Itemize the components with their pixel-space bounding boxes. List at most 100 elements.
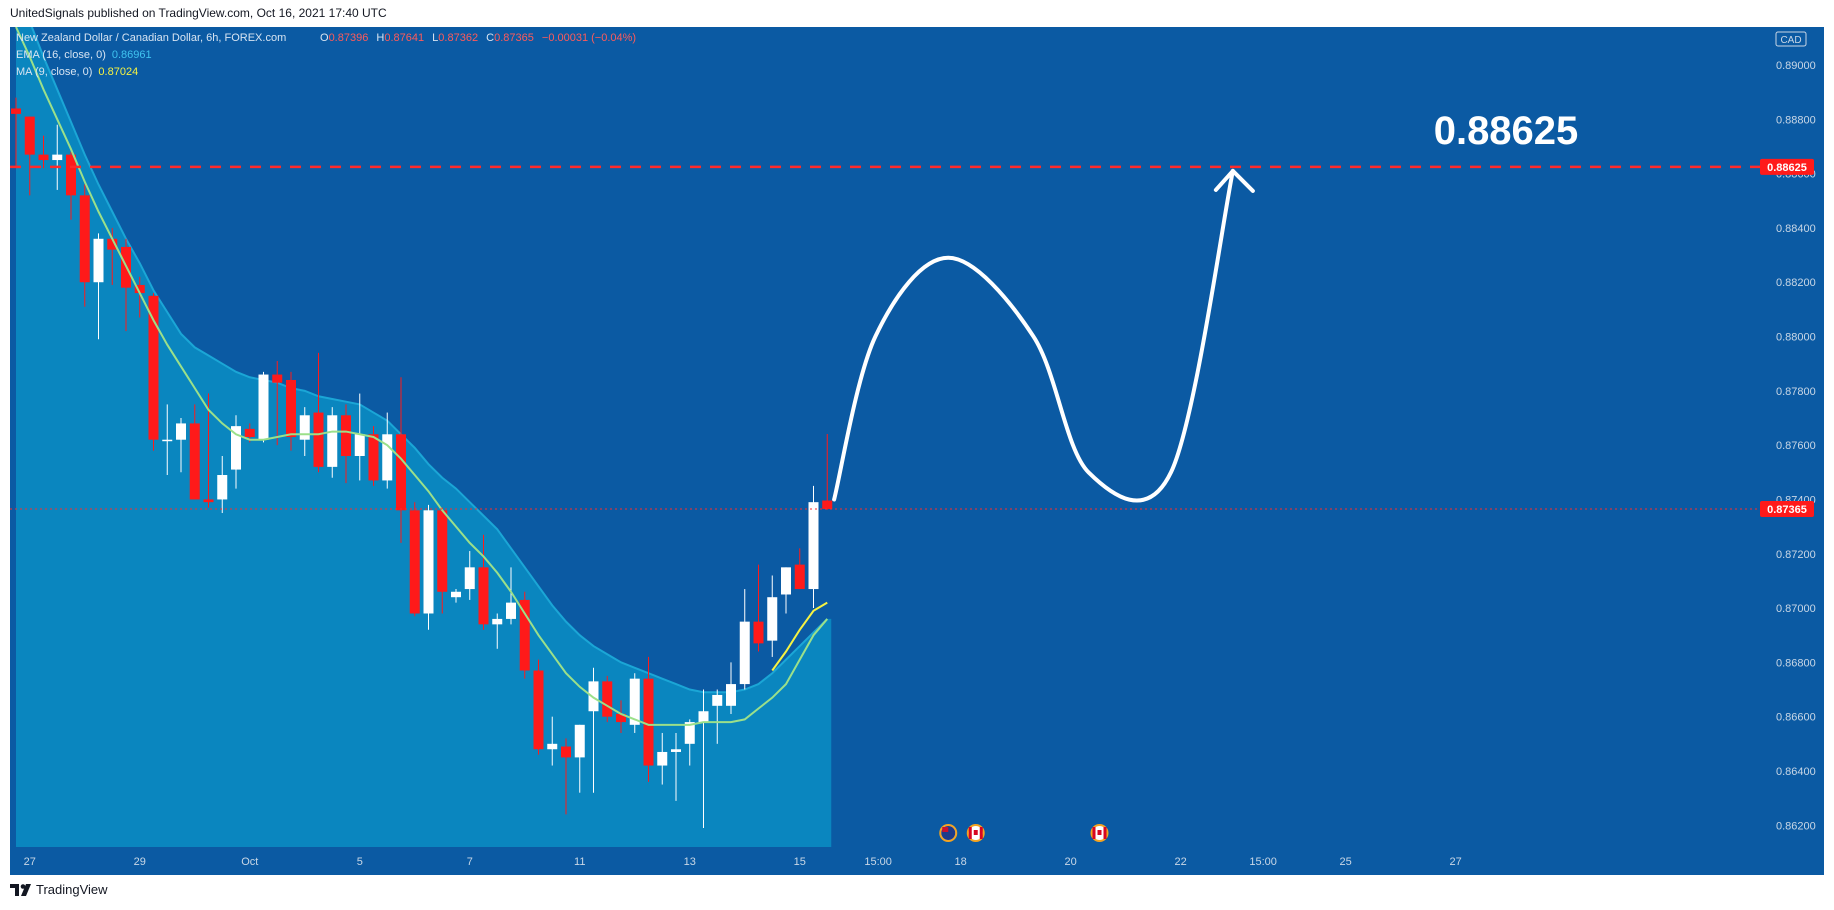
candle[interactable] bbox=[368, 426, 379, 486]
candle[interactable] bbox=[506, 567, 516, 625]
candle-body bbox=[822, 500, 833, 509]
candle-body bbox=[286, 379, 296, 437]
candle[interactable] bbox=[451, 589, 461, 603]
projection-curve[interactable] bbox=[832, 168, 1235, 503]
candle[interactable] bbox=[203, 393, 214, 508]
candle[interactable] bbox=[93, 233, 104, 340]
nz-flag-canton bbox=[942, 827, 949, 832]
candle[interactable] bbox=[162, 404, 173, 476]
candle[interactable] bbox=[24, 116, 35, 196]
ca-flag-icon[interactable] bbox=[1090, 824, 1109, 842]
candle-body bbox=[726, 684, 736, 706]
legend-symbol[interactable]: New Zealand Dollar / Canadian Dollar, 6h… bbox=[16, 32, 286, 44]
candle-body bbox=[643, 678, 654, 766]
legend-ohlc: O0.87396 H0.87641 L0.87362 C0.87365 −0.0… bbox=[320, 32, 636, 44]
ca-flag-icon[interactable] bbox=[966, 824, 985, 842]
ca-flag-band-right bbox=[1103, 827, 1107, 839]
candle[interactable] bbox=[808, 485, 819, 609]
candle[interactable] bbox=[38, 135, 49, 169]
legend-ema[interactable]: EMA (16, close, 0) 0.86961 bbox=[16, 49, 152, 61]
candle[interactable] bbox=[492, 613, 503, 649]
nz-flag-icon[interactable] bbox=[939, 824, 958, 842]
candle[interactable] bbox=[519, 591, 530, 679]
candle[interactable] bbox=[547, 716, 558, 766]
candle-body bbox=[24, 116, 35, 155]
candle[interactable] bbox=[354, 393, 365, 481]
candle-body bbox=[244, 428, 255, 437]
candle[interactable] bbox=[574, 724, 585, 793]
candle[interactable] bbox=[464, 551, 475, 600]
tradingview-logo-icon bbox=[10, 883, 31, 896]
candle[interactable] bbox=[698, 689, 709, 828]
target-price-badge[interactable]: 0.88625 bbox=[1760, 158, 1814, 175]
candle[interactable] bbox=[217, 456, 228, 514]
candle-body bbox=[272, 374, 283, 383]
candle[interactable] bbox=[134, 276, 145, 318]
candle[interactable] bbox=[176, 417, 186, 473]
candle[interactable] bbox=[794, 548, 805, 590]
candle[interactable] bbox=[739, 589, 750, 690]
legend-l-value: 0.87362 bbox=[438, 32, 478, 44]
candle[interactable] bbox=[767, 575, 778, 657]
candle[interactable] bbox=[423, 504, 434, 630]
candle[interactable] bbox=[11, 97, 21, 169]
candle[interactable] bbox=[602, 675, 613, 723]
candle-body bbox=[107, 238, 118, 250]
candle[interactable] bbox=[272, 360, 283, 446]
candle-body bbox=[148, 295, 159, 440]
candle[interactable] bbox=[478, 534, 489, 630]
candle[interactable] bbox=[712, 689, 723, 744]
candle-body bbox=[382, 434, 393, 481]
legend-ma-label: MA (9, close, 0) bbox=[16, 66, 92, 78]
candle[interactable] bbox=[643, 656, 654, 782]
legend-h-value: 0.87641 bbox=[384, 32, 424, 44]
candle-body bbox=[258, 374, 269, 440]
candle[interactable] bbox=[313, 352, 324, 473]
candle[interactable] bbox=[327, 407, 338, 478]
candle[interactable] bbox=[616, 700, 626, 733]
candle[interactable] bbox=[382, 412, 393, 489]
candle[interactable] bbox=[629, 673, 640, 733]
candle[interactable] bbox=[52, 124, 63, 190]
candle-body bbox=[341, 415, 351, 457]
candle[interactable] bbox=[258, 371, 269, 443]
x-tick-label: 25 bbox=[1340, 856, 1352, 868]
candle[interactable] bbox=[684, 719, 695, 766]
time-axis[interactable] bbox=[10, 847, 1760, 875]
x-tick-label: 5 bbox=[357, 856, 363, 868]
candle[interactable] bbox=[822, 434, 833, 510]
candle-body bbox=[464, 567, 475, 590]
candle-body bbox=[753, 621, 764, 644]
candle[interactable] bbox=[148, 293, 159, 451]
x-tick-label: 27 bbox=[1450, 856, 1462, 868]
candle[interactable] bbox=[588, 667, 599, 793]
candle[interactable] bbox=[286, 371, 296, 451]
candle[interactable] bbox=[437, 507, 448, 614]
candle[interactable] bbox=[726, 662, 736, 714]
candle[interactable] bbox=[671, 732, 681, 801]
candle-body bbox=[533, 670, 544, 750]
candle-body bbox=[657, 751, 668, 766]
candle-body bbox=[519, 599, 530, 671]
y-tick-label: 0.86800 bbox=[1776, 657, 1816, 669]
candle[interactable] bbox=[657, 732, 668, 785]
candle[interactable] bbox=[753, 564, 764, 652]
candle[interactable] bbox=[561, 738, 571, 815]
candle[interactable] bbox=[533, 659, 544, 755]
last-price-badge[interactable]: 0.87365 bbox=[1760, 500, 1814, 517]
candle-body bbox=[781, 567, 791, 595]
candle[interactable] bbox=[781, 567, 791, 614]
y-tick-label: 0.88200 bbox=[1776, 277, 1816, 289]
candle[interactable] bbox=[66, 151, 76, 220]
candle[interactable] bbox=[341, 404, 351, 484]
candle[interactable] bbox=[409, 502, 420, 617]
candle[interactable] bbox=[189, 404, 200, 500]
x-tick-label: 15 bbox=[794, 856, 806, 868]
legend-ma[interactable]: MA (9, close, 0) 0.87024 bbox=[16, 66, 138, 78]
candle[interactable] bbox=[79, 184, 90, 307]
price-chart[interactable]: 0.88625 0.890000.888000.886000.884000.88… bbox=[10, 0, 1824, 875]
x-tick-label: 11 bbox=[574, 856, 585, 868]
target-label: 0.88625 bbox=[1434, 109, 1579, 153]
candle[interactable] bbox=[299, 407, 310, 457]
candle[interactable] bbox=[231, 415, 241, 489]
